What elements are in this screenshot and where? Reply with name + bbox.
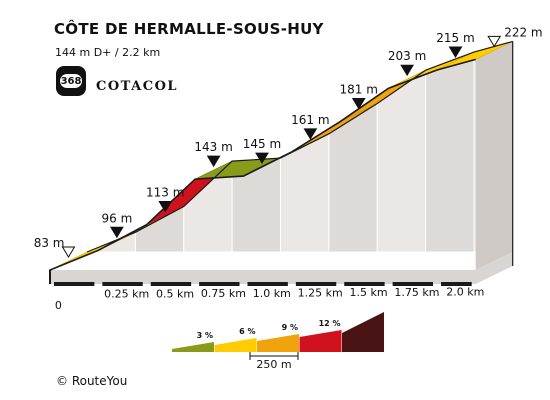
profile-base-slab [50,252,513,284]
x-axis-ticks: 0 0.25 km 0.5 km 0.75 km 1.0 km 1.25 km 1.5 km… [55,286,485,312]
x-tick-label: 1.5 km [350,286,388,299]
legend-swatch [257,334,299,352]
open-triangle-marker-icon [61,246,76,258]
legend-swatch [299,330,342,352]
x-tick-label: 1.0 km [253,287,291,300]
legend-label: 12 % [319,319,341,328]
elevation-label: 96 m [101,211,132,225]
legend-label: 6 % [239,327,255,336]
copyright-notice: © RouteYou [56,374,128,388]
elevation-label: 203 m [388,49,426,63]
legend-label: 9 % [282,323,298,332]
gradient-legend: 3 % 6 % 9 % 12 % 250 m [172,312,384,371]
legend-label: 3 % [197,331,213,340]
page-title: CÔTE DE HERMALLE-SOUS-HUY [54,20,324,38]
triangle-marker-icon [158,201,173,213]
x-tick-label: 2.0 km [446,286,484,299]
legend-swatch [172,342,214,352]
triangle-marker-icon [400,64,415,77]
x-tick-label: 0 [55,299,62,312]
legend-swatch [214,338,257,352]
profile-outline [49,58,476,284]
elevation-label: 143 m [194,140,232,154]
triangle-marker-icon [303,128,318,140]
profile-base [49,252,513,286]
badge-number: 368 [60,74,82,88]
triangle-marker-icon [206,155,221,168]
open-triangle-marker-icon [487,35,502,48]
brand-name: COTACOL [96,79,179,94]
elevation-label: 222 m [504,25,542,39]
x-tick-label: 1.75 km [394,286,439,299]
profile-back-outline [86,40,513,253]
x-tick-label: 0.75 km [201,287,246,300]
elevation-markers: 83 m 96 m 113 m 143 m 145 m 161 m 181 m 203 m 21… [34,25,543,258]
x-tick-label: 0.25 km [104,288,149,301]
profile-end-face [475,41,513,270]
climb-stats: 144 m D+ / 2.2 km [55,46,161,59]
elevation-label: 113 m [146,186,184,200]
legend-swatch [342,312,384,352]
profile-top-surface [49,40,514,284]
scale-bar-label: 250 m [256,358,291,371]
profile-wall-panel [280,133,330,253]
cotacol-badge-icon: 368 [56,66,86,96]
x-tick-label: 0.5 km [156,287,194,300]
triangle-marker-icon [109,226,124,239]
profile-walls [86,40,514,270]
elevation-label: 181 m [340,83,378,97]
triangle-marker-icon [351,98,366,110]
triangle-marker-icon [255,152,269,165]
profile-wall-panel [425,51,475,253]
elevation-label: 215 m [436,31,474,45]
x-tick-label: 1.25 km [298,287,343,300]
triangle-marker-icon [448,46,463,58]
elevation-label: 83 m [34,236,65,250]
elevation-label: 161 m [291,113,329,127]
elevation-label: 145 m [243,137,281,151]
